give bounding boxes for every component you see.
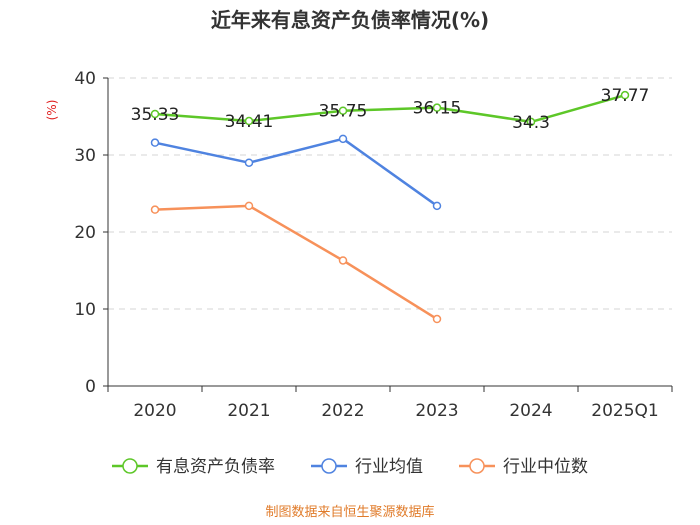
y-tick-label: 30	[74, 146, 96, 166]
x-tick-label: 2020	[133, 401, 176, 421]
x-tick-label: 2023	[415, 401, 458, 421]
legend-item: 行业中位数	[459, 457, 588, 477]
y-tick-label: 40	[74, 69, 96, 89]
data-point	[150, 138, 160, 147]
data-point	[338, 134, 348, 144]
y-tick-label: 0	[85, 377, 96, 397]
data-label: 35.75	[319, 102, 368, 122]
y-tick-label: 20	[74, 223, 96, 243]
data-point	[432, 103, 442, 112]
data-point	[244, 158, 254, 167]
legend-marker-icon	[122, 458, 138, 474]
data-label: 34.3	[512, 113, 550, 133]
series-line	[154, 137, 438, 207]
x-tick-label: 2025Q1	[591, 401, 658, 421]
data-point	[150, 109, 160, 119]
chart-title: 近年来有息资产负债率情况(%)	[211, 8, 489, 32]
data-point	[244, 201, 254, 211]
data-point	[244, 116, 254, 126]
series-line	[154, 204, 438, 321]
legend-label: 有息资产负债率	[156, 457, 275, 477]
data-label: 37.77	[601, 86, 650, 106]
data-label: 35.33	[131, 105, 180, 125]
data-labels: 35.33 34.41 35.75 36.15 34.3 37.77	[131, 86, 650, 133]
legend-item: 行业均值	[311, 457, 423, 477]
legend-marker-icon	[469, 458, 485, 474]
source-note: 制图数据来自恒生聚源数据库	[265, 504, 434, 520]
x-tick-label: 2024	[509, 401, 552, 421]
data-point	[150, 205, 160, 214]
x-tick-label: 2022	[321, 401, 364, 421]
x-tick-label: 2021	[227, 401, 270, 421]
legend-label: 行业均值	[355, 457, 423, 477]
legend: 有息资产负债率 行业均值 行业中位数	[112, 457, 588, 477]
data-point	[432, 201, 442, 211]
data-point	[620, 90, 630, 100]
data-point	[526, 117, 536, 127]
data-point	[432, 314, 442, 324]
axes: 0 10 20 30 40 2020 2021 2022 2023 2024 2025Q1	[74, 69, 673, 421]
data-point	[338, 256, 348, 265]
y-axis-unit: (%)	[45, 100, 59, 121]
gridlines	[108, 77, 672, 310]
data-label: 34.41	[225, 112, 274, 132]
data-point	[338, 106, 348, 115]
legend-marker-icon	[321, 458, 337, 474]
series-line	[154, 93, 626, 124]
y-tick-label: 10	[74, 300, 96, 320]
data-label: 36.15	[413, 99, 462, 119]
series-group	[150, 90, 630, 324]
legend-item: 有息资产负债率	[112, 457, 275, 477]
legend-label: 行业中位数	[503, 457, 588, 477]
